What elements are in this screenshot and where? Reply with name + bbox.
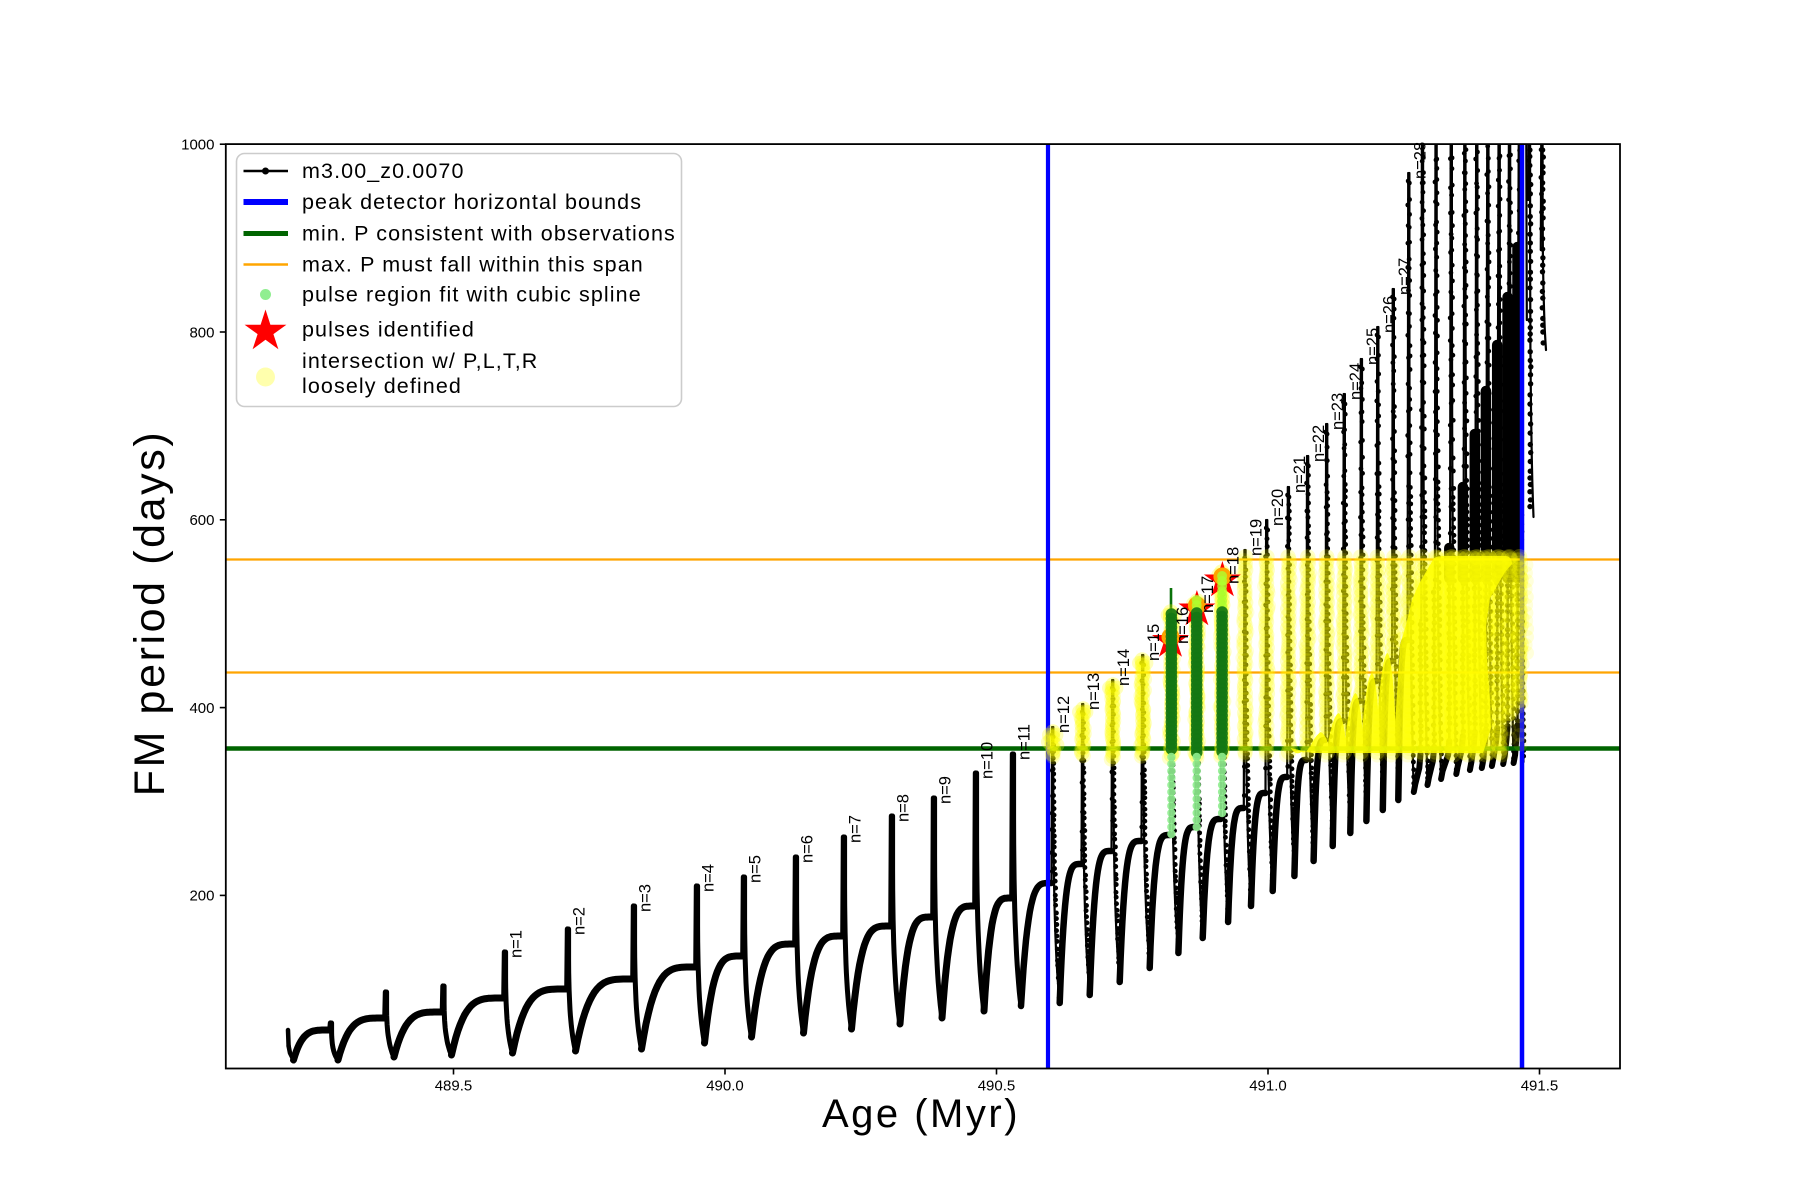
svg-text:489.5: 489.5 (435, 1078, 473, 1095)
svg-text:n=27: n=27 (1396, 258, 1414, 295)
svg-text:n=14: n=14 (1115, 649, 1133, 686)
svg-text:n=15: n=15 (1145, 624, 1163, 661)
svg-text:n=2: n=2 (571, 907, 589, 935)
svg-text:n=7: n=7 (847, 815, 865, 843)
svg-text:n=6: n=6 (799, 835, 817, 863)
svg-text:490.0: 490.0 (706, 1078, 744, 1095)
svg-text:400: 400 (189, 700, 214, 717)
svg-text:peak detector horizontal bound: peak detector horizontal bounds (302, 190, 642, 214)
svg-text:n=24: n=24 (1347, 363, 1365, 400)
svg-text:min. P consistent with observa: min. P consistent with observations (302, 222, 676, 246)
svg-text:n=9: n=9 (937, 776, 955, 804)
svg-text:Age (Myr): Age (Myr) (822, 1092, 1020, 1136)
svg-text:n=26: n=26 (1380, 296, 1398, 333)
svg-text:pulses identified: pulses identified (302, 318, 475, 342)
svg-text:200: 200 (189, 888, 214, 905)
svg-text:n=16: n=16 (1174, 607, 1192, 644)
svg-text:n=20: n=20 (1269, 489, 1287, 526)
svg-text:n=22: n=22 (1310, 425, 1328, 462)
svg-text:m3.00_z0.0070: m3.00_z0.0070 (302, 159, 465, 183)
svg-text:n=21: n=21 (1291, 456, 1309, 493)
svg-text:n=13: n=13 (1085, 673, 1103, 710)
svg-text:n=5: n=5 (747, 855, 765, 883)
svg-text:600: 600 (189, 512, 214, 529)
svg-text:1000: 1000 (181, 137, 214, 154)
svg-text:n=19: n=19 (1248, 519, 1266, 556)
svg-text:n=1: n=1 (508, 930, 526, 958)
svg-text:FM period (days): FM period (days) (126, 430, 174, 797)
svg-text:n=25: n=25 (1364, 328, 1382, 365)
svg-text:n=3: n=3 (637, 884, 655, 912)
svg-text:491.0: 491.0 (1249, 1078, 1287, 1095)
svg-text:n=8: n=8 (895, 794, 913, 822)
svg-text:n=23: n=23 (1329, 393, 1347, 430)
svg-text:n=12: n=12 (1055, 696, 1073, 733)
svg-text:intersection w/ P,L,T,R: intersection w/ P,L,T,R (302, 349, 538, 373)
svg-text:pulse region fit with cubic sp: pulse region fit with cubic spline (302, 283, 642, 307)
svg-text:max. P must fall within this s: max. P must fall within this span (302, 253, 644, 277)
svg-text:n=11: n=11 (1016, 724, 1034, 760)
svg-text:n=17: n=17 (1199, 576, 1217, 613)
svg-text:loosely defined: loosely defined (302, 374, 462, 398)
svg-text:n=18: n=18 (1225, 547, 1243, 584)
svg-text:491.5: 491.5 (1521, 1078, 1559, 1095)
svg-text:n=4: n=4 (700, 864, 718, 892)
svg-text:n=10: n=10 (979, 742, 997, 779)
svg-text:n=28: n=28 (1411, 142, 1429, 179)
svg-text:800: 800 (189, 324, 214, 341)
